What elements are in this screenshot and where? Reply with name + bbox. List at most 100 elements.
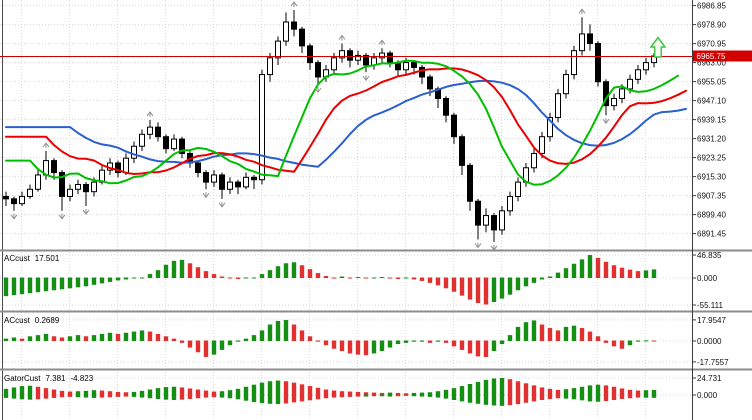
histogram-bar	[571, 388, 577, 395]
histogram-bar	[211, 340, 217, 355]
histogram-bar	[547, 328, 553, 341]
axis-tick-label: 6955.05	[697, 78, 726, 87]
panel-separator[interactable]	[0, 249, 752, 252]
histogram-bar	[483, 394, 489, 405]
histogram-bar	[387, 277, 393, 279]
histogram-bar	[131, 277, 137, 279]
histogram-bar	[483, 340, 489, 357]
indicator-value-lower: -4.823	[70, 374, 94, 383]
axis-tick-label: 6947.10	[697, 97, 726, 106]
candle-body	[531, 152, 537, 169]
histogram-bar	[315, 273, 321, 278]
histogram-bar	[27, 385, 33, 395]
histogram-bar	[587, 385, 593, 395]
histogram-bar	[67, 336, 73, 341]
current-price-value: 6965.75	[697, 52, 726, 61]
histogram-bar	[275, 394, 281, 405]
candle-body	[307, 45, 313, 64]
candle-body	[643, 62, 649, 71]
indicator-value: 0.2689	[34, 316, 60, 325]
histogram-bar	[627, 269, 633, 278]
histogram-bar	[331, 394, 337, 398]
histogram-bar	[363, 392, 369, 395]
histogram-bar	[603, 394, 609, 402]
panel-separator[interactable]	[0, 310, 752, 313]
histogram-bar	[299, 265, 305, 278]
histogram-bar	[347, 340, 353, 354]
candle-body	[443, 97, 449, 116]
histogram-bar	[651, 340, 657, 342]
histogram-bar	[243, 386, 249, 395]
candle-body	[379, 52, 385, 59]
price-axis[interactable]: 6986.85 6978.90 6970.95 6963.00 6955.05 6947.…	[692, 0, 730, 420]
histogram-bar	[75, 391, 81, 395]
histogram-bar	[155, 388, 161, 395]
fractal-down-icon	[58, 213, 66, 220]
histogram-bar	[3, 277, 9, 297]
histogram-bar	[27, 277, 33, 294]
candle-body	[635, 69, 641, 80]
candle-body	[27, 188, 33, 197]
candle-body	[179, 138, 185, 154]
histogram-bar	[259, 274, 265, 278]
histogram-bar	[131, 391, 137, 395]
histogram-bar	[107, 391, 113, 395]
histogram-bar	[243, 277, 249, 279]
candle-body	[499, 210, 505, 231]
histogram-bar	[99, 394, 105, 398]
histogram-bar	[555, 330, 561, 341]
histogram-bar	[99, 390, 105, 395]
histogram-bar	[355, 340, 361, 355]
histogram-bar	[27, 336, 33, 341]
histogram-bar	[507, 335, 513, 341]
histogram-bar	[371, 277, 377, 279]
histogram-bar	[547, 276, 553, 278]
histogram-bar	[323, 389, 329, 395]
buy-signal-arrow[interactable]	[649, 36, 667, 58]
histogram-bar	[3, 338, 9, 341]
candle-body	[595, 42, 601, 83]
histogram-bar	[35, 386, 41, 395]
histogram-bar	[139, 390, 145, 395]
histogram-bar	[579, 259, 585, 278]
histogram-bar	[83, 394, 89, 398]
histogram-bar	[43, 333, 49, 341]
panel-separator[interactable]	[0, 368, 752, 371]
histogram-bar	[579, 394, 585, 401]
histogram-bar	[51, 277, 57, 291]
histogram-bar	[443, 389, 449, 395]
histogram-bar	[155, 333, 161, 341]
candle-body	[91, 181, 97, 193]
candle-body	[51, 160, 57, 174]
histogram-bar	[147, 331, 153, 341]
histogram-bar	[251, 277, 257, 279]
histogram-bar	[307, 269, 313, 278]
indicator-name: GatorCust	[4, 374, 41, 383]
histogram-bar	[243, 394, 249, 401]
candle-body	[147, 126, 153, 135]
alligator-lips-line	[5, 59, 679, 186]
histogram-bar	[491, 394, 497, 406]
histogram-bar	[227, 340, 233, 346]
histogram-bar	[443, 340, 449, 343]
histogram-bar	[459, 277, 465, 296]
histogram-bar	[139, 330, 145, 341]
histogram-bar	[531, 385, 537, 395]
histogram-bar	[51, 336, 57, 341]
histogram-bar	[251, 384, 257, 395]
histogram-bar	[283, 381, 289, 395]
fractal-up-icon	[338, 34, 346, 41]
histogram-bar	[443, 394, 449, 399]
histogram-bar	[115, 394, 121, 397]
histogram-bar	[563, 268, 569, 278]
histogram-bar	[339, 276, 345, 278]
histogram-bar	[283, 394, 289, 404]
histogram-bar	[379, 340, 385, 352]
histogram-bar	[19, 394, 25, 400]
histogram-bar	[523, 383, 529, 395]
candle-body	[579, 33, 585, 52]
histogram-bar	[67, 277, 73, 289]
candle-body	[475, 200, 481, 226]
candle-body	[587, 33, 593, 44]
